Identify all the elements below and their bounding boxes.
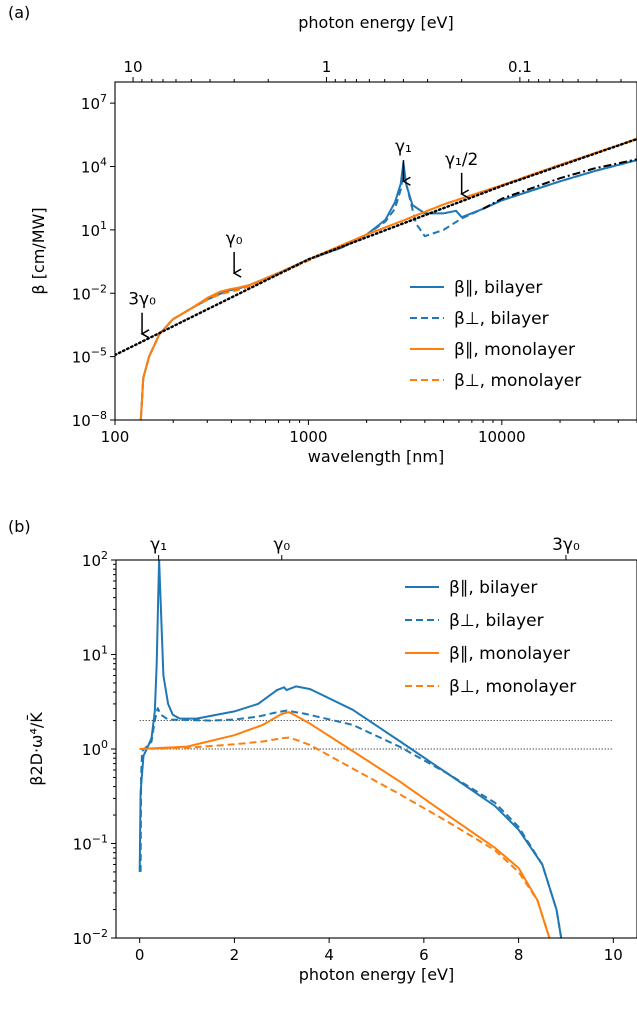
x-tick-label-b: 4 [324, 946, 334, 964]
y-tick-label-a: 10−8 [72, 409, 107, 430]
series-line-b--bilayer-dashed [139, 707, 563, 938]
legend-label-b: β∥, bilayer [449, 578, 537, 598]
x-tick-label-a: 10000 [478, 428, 526, 446]
top-tick-label-b: γ₁ [150, 535, 167, 555]
annotation-label: γ₁/2 [445, 150, 478, 170]
x-tick-label-b: 6 [419, 946, 429, 964]
legend-label-b: β⊥, monolayer [449, 677, 576, 697]
legend-label-a: β∥, monolayer [454, 340, 575, 360]
legend-label-a: β⊥, monolayer [454, 371, 581, 391]
x-tick-label-b: 10 [604, 946, 623, 964]
x-tick-label-a: 1000 [289, 428, 327, 446]
legend-label-b: β⊥, bilayer [449, 611, 544, 631]
panel-a-annotations: 3γ₀ γ₀ γ₁ γ₁/2 [128, 137, 478, 339]
legend-label-a: β∥, bilayer [454, 278, 542, 298]
annotation-label: γ₁ [395, 137, 412, 157]
series-line-b--monolayer-dashed [139, 736, 551, 938]
annotation-label: 3γ₀ [128, 290, 156, 310]
y-tick-label-a: 10−5 [72, 346, 107, 367]
x-tick-label-a: 100 [101, 428, 130, 446]
y-tick-label-a: 10−2 [72, 282, 107, 303]
top-tick-label-a: 1 [322, 58, 332, 76]
x-axis-label-b: photon energy [eV] [299, 965, 454, 984]
x-tick-label-b: 2 [230, 946, 240, 964]
panel-a-tag: (a) [8, 3, 30, 22]
panel-b-axes: 0 2 4 6 8 10 10−2 10−1 100 101 102 γ₁ γ₀ 3γ₀ photon en… [27, 535, 637, 984]
series-line-a--bilayer-dashed [139, 159, 637, 420]
series-line-a-line-dotted [115, 137, 637, 357]
panel-b-series [138, 560, 563, 938]
y-tick-label-b: 10−1 [73, 833, 108, 854]
top-tick-label-b: γ₀ [273, 535, 290, 555]
annotation-label: γ₀ [226, 229, 243, 249]
y-tick-label-b: 10−2 [73, 927, 108, 948]
series-line-a-line-dashdot [482, 158, 637, 210]
top-tick-label-b: 3γ₀ [552, 535, 580, 555]
plot-frame-a [114, 81, 637, 421]
panel-a-series [115, 137, 637, 420]
y-tick-label-b: 101 [82, 644, 108, 665]
x-tick-label-b: 0 [135, 946, 145, 964]
y-tick-label-a: 104 [81, 156, 107, 177]
y-tick-label-a: 101 [81, 219, 107, 240]
top-axis-label-a: photon energy [eV] [298, 13, 453, 32]
x-tick-label-b: 8 [514, 946, 524, 964]
panel-b-legend: β∥, bilayer β⊥, bilayer β∥, monolayer β⊥, m… [405, 578, 576, 697]
legend-label-a: β⊥, bilayer [454, 309, 549, 329]
series-line-b--monolayer-solid [139, 711, 551, 938]
y-axis-label-b: β2D·ω⁴/K̄ [27, 712, 46, 786]
legend-label-b: β∥, monolayer [449, 644, 570, 664]
y-tick-label-b: 100 [82, 738, 108, 759]
top-tick-label-a: 0.1 [508, 58, 532, 76]
panel-a-legend: β∥, bilayer β⊥, bilayer β∥, monolayer β⊥, m… [410, 278, 581, 391]
panel-b: 0 2 4 6 8 10 10−2 10−1 100 101 102 γ₁ γ₀ 3γ₀ photon en… [27, 535, 637, 984]
top-tick-label-a: 10 [124, 58, 143, 76]
y-axis-label-a: β [cm/MW] [29, 207, 48, 294]
y-tick-label-a: 107 [81, 92, 107, 113]
panel-b-tag: (b) [8, 517, 31, 536]
y-tick-label-b: 102 [82, 549, 108, 570]
x-axis-label-a: wavelength [nm] [308, 447, 445, 466]
